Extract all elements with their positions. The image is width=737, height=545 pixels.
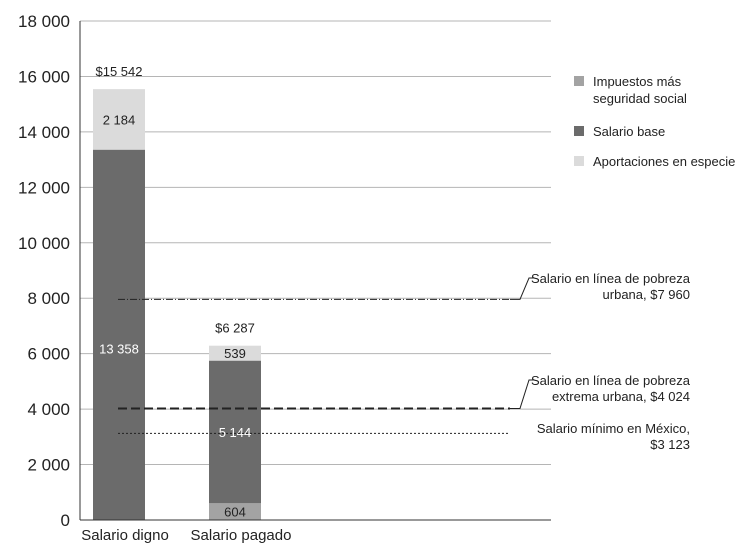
reference-line-label: urbana, $7 960 bbox=[603, 287, 690, 302]
bars: 13 358 2 184 $15 542 604 5 144 539 $6 287 bbox=[93, 64, 261, 520]
y-tick-label: 12 000 bbox=[18, 178, 70, 197]
bar-segment bbox=[93, 149, 145, 520]
x-category-label: Salario pagado bbox=[191, 527, 292, 544]
reference-line-label: $3 123 bbox=[650, 437, 690, 452]
legend-label: Aportaciones en especie bbox=[593, 154, 735, 169]
bar-total-label: $6 287 bbox=[215, 321, 255, 336]
bar-segment bbox=[209, 503, 261, 520]
y-tick-label: 6 000 bbox=[27, 345, 70, 364]
bar-segment bbox=[209, 360, 261, 504]
y-tick-label: 10 000 bbox=[18, 234, 70, 253]
y-tick-label: 14 000 bbox=[18, 123, 70, 142]
legend-swatch bbox=[574, 156, 584, 166]
bar-segment-label: 604 bbox=[224, 505, 246, 520]
bar-segment-label: 5 144 bbox=[219, 425, 252, 440]
legend-label: Impuestos más bbox=[593, 74, 682, 89]
bar-total-label: $15 542 bbox=[96, 64, 143, 79]
reference-line-label: Salario en línea de pobreza bbox=[531, 271, 691, 286]
y-tick-label: 4 000 bbox=[27, 400, 70, 419]
y-tick-label: 16 000 bbox=[18, 67, 70, 86]
reference-line-label: extrema urbana, $4 024 bbox=[552, 389, 690, 404]
y-tick-label: 8 000 bbox=[27, 289, 70, 308]
gridlines bbox=[80, 20, 551, 466]
annotation-leader bbox=[510, 277, 534, 300]
legend-swatch bbox=[574, 126, 584, 136]
y-tick-label: 2 000 bbox=[27, 456, 70, 475]
legend-swatch bbox=[574, 76, 584, 86]
axes: 0 2 000 4 000 6 000 8 000 10 000 12 000 14 000 1… bbox=[18, 12, 551, 544]
legend: Impuestos más seguridad social Salario bas… bbox=[574, 74, 735, 169]
reference-line-label: Salario en línea de pobreza bbox=[531, 373, 691, 388]
bar-segment bbox=[209, 345, 261, 361]
legend-label: Salario base bbox=[593, 124, 665, 139]
x-category-label: Salario digno bbox=[81, 527, 169, 544]
bar-segment-label: 2 184 bbox=[103, 112, 136, 127]
annotation-leader bbox=[510, 379, 534, 409]
y-tick-label: 18 000 bbox=[18, 12, 70, 31]
legend-label: seguridad social bbox=[593, 91, 687, 106]
bar-segment bbox=[93, 89, 145, 150]
reference-line-label: Salario mínimo en México, bbox=[537, 421, 690, 436]
y-tick-label: 0 bbox=[61, 511, 70, 530]
bar-segment-label: 13 358 bbox=[99, 342, 139, 357]
bar-segment-label: 539 bbox=[224, 346, 246, 361]
